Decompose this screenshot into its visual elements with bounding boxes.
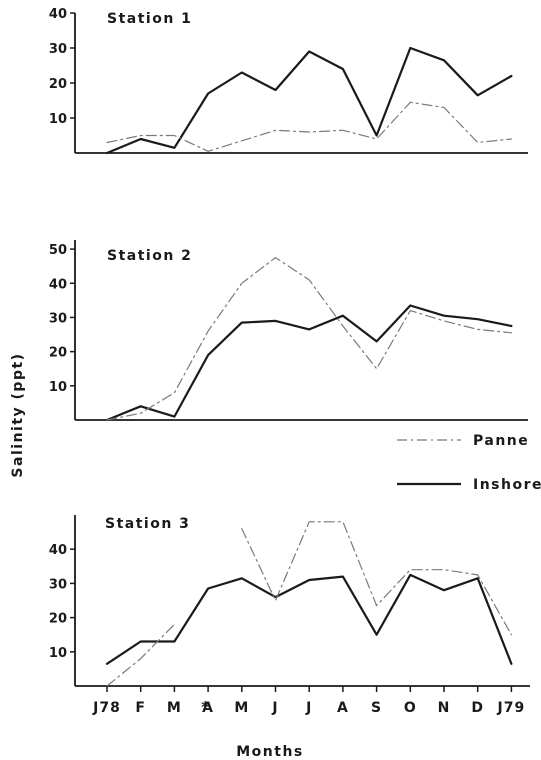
- station-2-y-tick-label: 10: [49, 380, 67, 395]
- station-2-y-tick-label: 50: [49, 243, 67, 258]
- station-2-y-tick-label: 30: [49, 311, 67, 326]
- x-tick-label: J: [305, 700, 312, 716]
- station-3-y-tick-label: 20: [49, 612, 67, 627]
- y-axis-label: Salinity (ppt): [10, 352, 26, 477]
- station-1-title: Station 1: [107, 11, 192, 27]
- x-tick-label: M: [234, 700, 249, 716]
- legend: Panne Inshore: [397, 433, 541, 493]
- x-tick-label: J78: [92, 700, 121, 716]
- station-3-y-tick-label: 40: [49, 543, 67, 558]
- month-annotation-asterisk: *: [201, 698, 209, 716]
- station-3-inshore-line: [105, 573, 513, 665]
- x-tick-label: A: [337, 700, 349, 716]
- station-2-y-tick-label: 20: [49, 346, 67, 361]
- x-axis-label: Months: [236, 744, 304, 760]
- legend-panne-label: Panne: [473, 433, 529, 449]
- station-1-y-tick-label: 40: [49, 7, 67, 22]
- station-3-y-tick-label: 30: [49, 577, 67, 592]
- station-1-y-tick-label: 30: [49, 42, 67, 57]
- station-2-title: Station 2: [107, 248, 192, 264]
- station-3-panne-line: [106, 623, 175, 687]
- station-1-inshore-line: [105, 46, 513, 155]
- x-tick-label: J: [271, 700, 278, 716]
- x-tick-label: A: [202, 700, 214, 716]
- station-3-title: Station 3: [105, 516, 190, 532]
- legend-inshore-label: Inshore: [473, 477, 541, 493]
- x-tick-label: M: [167, 700, 182, 716]
- station-2-y-tick-label: 40: [49, 277, 67, 292]
- station-3-y-tick-label: 10: [49, 646, 67, 661]
- station-1-y-tick-label: 10: [49, 112, 67, 127]
- station-2-panne-line: [106, 257, 512, 421]
- x-tick-label: O: [404, 700, 417, 716]
- x-tick-label: J79: [497, 700, 526, 716]
- station-1-panne-line: [106, 101, 512, 152]
- station-1-y-tick-label: 20: [49, 77, 67, 92]
- x-tick-label: S: [371, 700, 382, 716]
- x-tick-label: D: [471, 700, 484, 716]
- station-2-inshore-line: [105, 304, 513, 422]
- x-tick-label: F: [135, 700, 146, 716]
- station-3-panne-line: [241, 521, 512, 636]
- x-tick-label: N: [438, 700, 451, 716]
